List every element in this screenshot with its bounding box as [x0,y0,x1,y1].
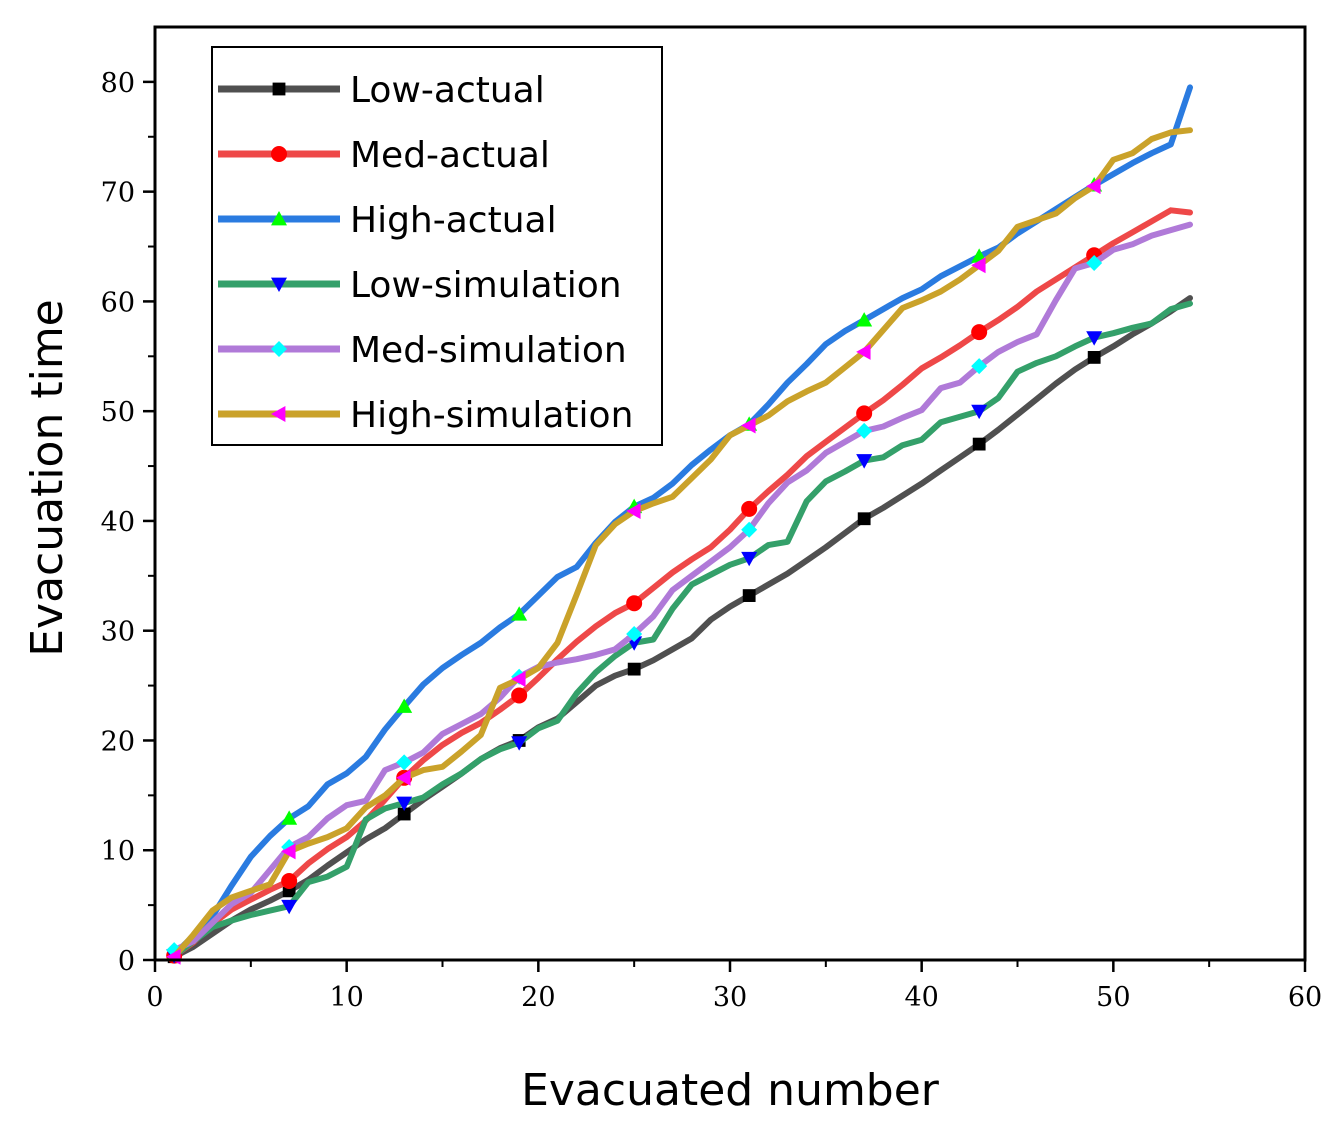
marker-high-actual [511,606,528,621]
marker-med-actual [626,595,643,612]
legend-marker [271,146,287,162]
series-line-low-actual [171,295,1193,960]
marker-med-simulation [626,625,643,642]
legend-label: High-actual [350,200,557,241]
y-tick-label: 20 [101,726,135,757]
marker-high-simulation [626,503,641,520]
y-tick-label: 10 [101,836,135,867]
marker-high-simulation [511,671,526,688]
marker-low-simulation [971,404,988,420]
axis-layer: 0 10 20 30 40 50 60 0 10 20 30 40 50 60 70 80 [101,68,1323,1013]
marker-low-actual [857,512,871,526]
legend-frame [211,46,663,446]
marker-med-actual [856,405,873,422]
legend-item-med-actual: Med-actual [218,135,550,176]
series-line-med-actual [171,207,1193,959]
marker-med-actual [741,500,758,517]
marker-high-actual [856,312,873,327]
series-line-high-simulation [171,127,1193,960]
y-tick-label: 30 [101,617,135,648]
marker-low-simulation [511,736,528,751]
marker-high-simulation [741,417,756,434]
legend-item-med-simulation: Med-simulation [218,330,627,371]
y-tick-label: 0 [118,946,135,977]
marker-low-simulation [741,551,758,567]
legend: Low-actual Med-actual High-actual Low-simul… [211,46,663,446]
legend-label: Low-actual [350,70,545,111]
series-line-high-actual [171,84,1193,958]
legend-marker [271,211,287,226]
marker-med-simulation [856,422,873,439]
x-tick-label: 20 [521,982,555,1013]
x-tick-label: 40 [904,982,938,1013]
marker-high-actual [281,810,298,825]
marker-med-actual [971,324,988,341]
marker-high-actual [396,698,413,713]
marker-high-simulation [1086,178,1101,195]
legend-marker [271,277,287,292]
marker-med-actual [511,687,528,704]
marker-low-actual [972,437,986,451]
marker-med-simulation [1086,254,1103,271]
x-axis-title: Evacuated number [521,1065,940,1116]
legend-label: Low-simulation [350,265,622,306]
legend-item-high-simulation: High-simulation [218,395,633,436]
x-tick-label: 30 [713,982,747,1013]
marker-low-actual [397,807,411,821]
marker-low-simulation [396,796,413,812]
legend-item-high-actual: High-actual [218,200,557,241]
marker-med-simulation [971,358,988,375]
legend-marker [272,82,286,96]
series-layer [166,84,1193,965]
legend-label: Med-actual [350,135,550,176]
marker-med-simulation [396,754,413,771]
y-tick-label: 70 [101,178,135,209]
legend-label: Med-simulation [350,330,627,371]
series-line-med-simulation [171,221,1193,954]
x-tick-label: 60 [1288,982,1322,1013]
marker-high-simulation [396,769,411,786]
series-low-actual [167,295,1193,964]
x-tick-label: 0 [146,982,163,1013]
marker-high-simulation [281,843,296,860]
marker-med-simulation [741,521,758,538]
y-tick-label: 60 [101,287,135,318]
marker-high-simulation [856,343,871,360]
x-tick-label: 50 [1096,982,1130,1013]
marker-low-simulation [856,454,873,469]
y-axis-title: Evacuation time [22,299,73,657]
x-tick-label: 10 [329,982,363,1013]
marker-low-actual [742,589,756,602]
marker-med-actual [281,872,298,889]
legend-item-low-actual: Low-actual [218,70,545,111]
series-high-simulation [166,127,1193,965]
marker-low-actual [1087,350,1101,364]
legend-label: High-simulation [350,395,633,436]
series-line-low-simulation [171,300,1193,959]
y-tick-label: 80 [101,68,135,99]
legend-marker [271,341,287,357]
marker-high-simulation [971,257,986,274]
y-tick-label: 50 [101,397,135,428]
marker-low-actual [627,662,641,676]
legend-marker [271,406,286,422]
y-tick-label: 40 [101,507,135,538]
marker-low-simulation [281,899,298,915]
legend-item-low-simulation: Low-simulation [218,265,622,306]
marker-low-simulation [1086,331,1103,346]
